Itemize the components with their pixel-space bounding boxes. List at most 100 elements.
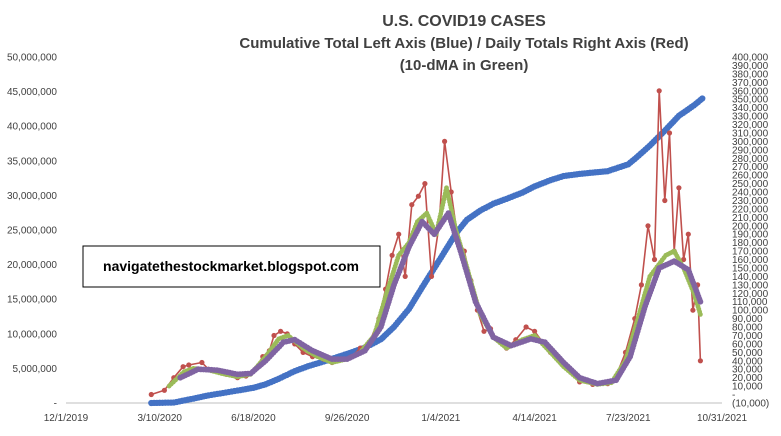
right-tick-label: 100,000	[732, 306, 769, 317]
x-tick-label: 9/26/2020	[325, 413, 370, 424]
series-point-cumulative	[699, 95, 706, 102]
right-tick-label: 190,000	[732, 230, 769, 241]
data-point-daily	[161, 387, 167, 393]
series-point-ma_smooth	[697, 298, 704, 305]
right-tick-label: 120,000	[732, 289, 769, 300]
x-tick-label: 6/18/2020	[231, 413, 276, 424]
chart-subtitle-line-2: (10-dMA in Green)	[400, 57, 529, 74]
right-tick-label: 330,000	[732, 112, 769, 123]
right-tick-label: 90,000	[732, 314, 763, 325]
left-tick-label: 35,000,000	[7, 156, 57, 167]
chart-title: U.S. COVID19 CASES	[382, 13, 546, 30]
right-tick-label: 270,000	[732, 162, 769, 173]
right-tick-label: 200,000	[732, 221, 769, 232]
x-axis-ticks: 12/1/2019 3/10/2020 6/18/2020 9/26/2020 1/4/…	[44, 413, 748, 424]
right-tick-label: 130,000	[732, 280, 769, 291]
data-point-daily	[278, 328, 284, 334]
x-tick-label: 10/31/2021	[697, 413, 747, 424]
left-tick-label: 45,000,000	[7, 87, 57, 98]
right-tick-label: 20,000	[732, 373, 763, 384]
right-tick-label: 340,000	[732, 103, 769, 114]
right-tick-label: 40,000	[732, 356, 763, 367]
right-tick-label: 300,000	[732, 137, 769, 148]
right-tick-label: 390,000	[732, 61, 769, 72]
watermark-text: navigatethestockmarket.blogspot.com	[103, 258, 359, 274]
right-tick-label: 310,000	[732, 128, 769, 139]
data-point-daily	[697, 358, 704, 364]
data-point-daily	[186, 362, 192, 368]
left-tick-label: 50,000,000	[7, 53, 57, 64]
x-tick-label: 12/1/2019	[44, 413, 89, 424]
right-tick-label: 280,000	[732, 154, 769, 165]
series-daily	[148, 88, 704, 398]
data-point-daily	[662, 197, 668, 204]
data-point-daily	[415, 193, 421, 199]
right-tick-label: 210,000	[732, 213, 769, 224]
right-tick-label: 400,000	[732, 53, 769, 64]
data-point-daily	[681, 256, 687, 263]
right-tick-label: 370,000	[732, 78, 769, 89]
data-point-daily	[638, 282, 645, 288]
data-point-daily	[199, 359, 205, 366]
left-tick-label: 20,000,000	[7, 260, 57, 271]
data-point-daily	[666, 130, 673, 136]
right-tick-label: (10,000)	[732, 399, 769, 410]
right-tick-label: 230,000	[732, 196, 769, 207]
data-point-daily	[409, 202, 415, 208]
x-tick-label: 7/23/2021	[606, 413, 651, 424]
data-point-daily	[180, 364, 186, 370]
right-axis-ticks: (10,000)-10,00020,00030,00040,00050,0006…	[732, 53, 769, 410]
chart-subtitle-line-1: Cumulative Total Left Axis (Blue) / Dail…	[239, 35, 688, 52]
right-tick-label: 260,000	[732, 171, 769, 182]
data-point-daily	[422, 181, 428, 187]
data-point-daily	[148, 391, 154, 398]
left-axis-ticks: - 5,000,000 10,000,000 15,000,000 20,000,000…	[7, 53, 57, 410]
data-point-daily	[685, 231, 691, 237]
left-tick-label: 10,000,000	[7, 329, 57, 340]
x-tick-label: 4/14/2021	[512, 413, 557, 424]
watermark-box	[82, 245, 381, 288]
right-tick-label: 10,000	[732, 382, 763, 393]
data-point-daily	[656, 88, 662, 94]
data-point-daily	[532, 328, 538, 334]
right-tick-label: 110,000	[732, 297, 768, 308]
series-line-daily	[150, 90, 702, 396]
data-point-daily	[389, 252, 395, 258]
right-tick-label: 50,000	[732, 348, 763, 359]
right-tick-label: 80,000	[732, 323, 763, 334]
right-tick-label: 290,000	[732, 145, 769, 156]
right-tick-label: 320,000	[732, 120, 769, 131]
series-layer	[148, 88, 706, 407]
data-point-daily	[442, 138, 448, 144]
series-line-ma_smooth	[177, 210, 703, 387]
data-point-daily	[690, 307, 696, 313]
data-point-daily	[676, 185, 682, 191]
right-tick-label: 240,000	[732, 188, 769, 199]
right-tick-label: 160,000	[732, 255, 769, 266]
data-point-daily	[523, 324, 529, 330]
x-tick-label: 3/10/2020	[137, 413, 182, 424]
right-tick-label: 250,000	[732, 179, 769, 190]
left-tick-label: -	[54, 399, 57, 410]
left-tick-label: 30,000,000	[7, 191, 57, 202]
right-tick-label: 180,000	[732, 238, 769, 249]
x-tick-label: 1/4/2021	[421, 413, 460, 424]
data-point-daily	[402, 273, 408, 279]
data-point-daily	[271, 332, 277, 339]
right-tick-label: 30,000	[732, 365, 763, 376]
series-ma_smooth	[177, 210, 704, 387]
right-tick-label: 150,000	[732, 263, 769, 274]
right-tick-label: 380,000	[732, 69, 769, 80]
right-tick-label: 60,000	[732, 339, 763, 350]
data-point-daily	[481, 328, 487, 334]
series-point-ma10	[698, 312, 703, 317]
left-tick-label: 5,000,000	[13, 364, 58, 375]
left-tick-label: 15,000,000	[7, 295, 57, 306]
right-tick-label: 70,000	[732, 331, 763, 342]
data-point-daily	[651, 256, 658, 263]
left-tick-label: 25,000,000	[7, 226, 57, 237]
right-tick-label: 220,000	[732, 204, 769, 215]
data-point-daily	[645, 223, 651, 229]
